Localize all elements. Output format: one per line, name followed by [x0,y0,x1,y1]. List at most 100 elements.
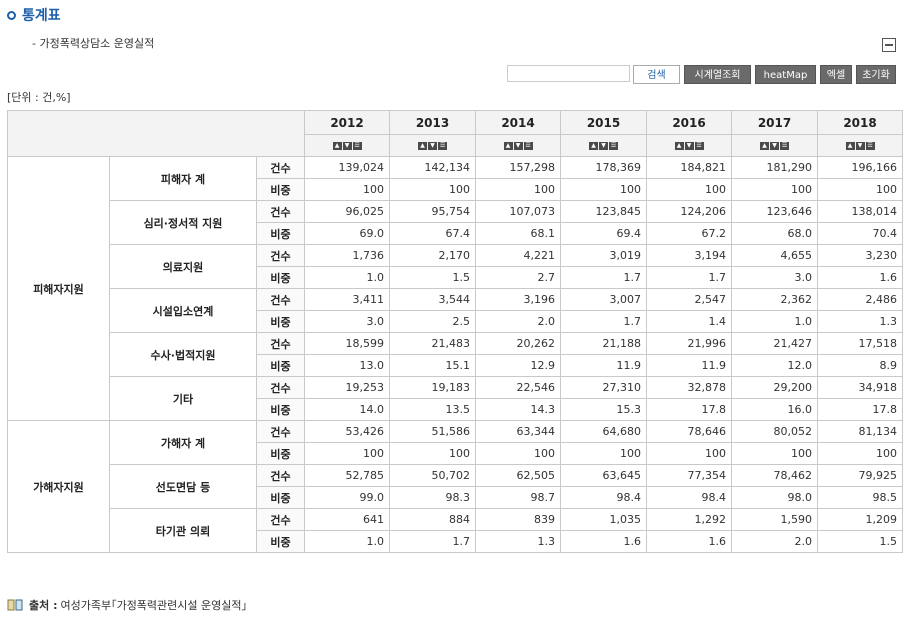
value-cell: 1.5 [817,530,904,553]
excel-button[interactable]: 엑셀 [820,65,852,84]
value-cell: 17,518 [817,332,904,355]
measure-label: 건수 [255,200,306,223]
measure-label: 비중 [255,398,306,421]
value-cell: 16.0 [731,398,819,421]
value-cell: 79,925 [817,464,904,487]
value-cell: 2,170 [389,244,477,267]
value-cell: 884 [389,508,477,531]
collapse-icon[interactable] [882,38,896,52]
measure-label: 비중 [255,178,306,201]
sort-controls: ▲ ▼ ☰ [817,134,904,157]
value-cell: 123,845 [560,200,648,223]
value-cell: 1.0 [304,530,391,553]
sort-controls: ▲ ▼ ☰ [304,134,391,157]
value-cell: 34,918 [817,376,904,399]
sort-desc-icon[interactable]: ▼ [428,141,438,150]
value-cell: 3,411 [304,288,391,311]
year-header: 2017 [731,110,819,135]
search-button[interactable]: 검색 [633,65,680,84]
value-cell: 13.0 [304,354,391,377]
measure-label: 비중 [255,310,306,333]
value-cell: 3,544 [389,288,477,311]
table-row: 시설입소연계 건수 3,411 3,544 3,196 3,007 2,547 2,362 2,… [8,288,904,333]
measure-label: 건수 [255,420,306,443]
year-header: 2016 [646,110,733,135]
sort-menu-icon[interactable]: ☰ [694,141,704,150]
item-label: 선도면담 등 [109,464,257,509]
sort-desc-icon[interactable]: ▼ [684,141,694,150]
table-row: 기타 건수 19,253 19,183 22,546 27,310 32,878 29,200… [8,376,904,421]
value-cell: 51,586 [389,420,477,443]
heatmap-button[interactable]: heatMap [755,65,816,84]
sort-desc-icon[interactable]: ▼ [342,141,352,150]
value-cell: 99.0 [304,486,391,509]
value-cell: 69.0 [304,222,391,245]
value-cell: 178,369 [560,156,648,179]
value-cell: 21,483 [389,332,477,355]
value-cell: 1,292 [646,508,733,531]
table-row: 심리·정서적 지원 건수 96,025 95,754 107,073 123,845 124… [8,200,904,245]
sort-asc-icon[interactable]: ▲ [845,141,855,150]
sort-menu-icon[interactable]: ☰ [523,141,533,150]
table-row: 비중 100 100 100 100 100 100 100 [8,442,904,465]
measure-label: 건수 [255,332,306,355]
sort-desc-icon[interactable]: ▼ [513,141,523,150]
value-cell: 1.3 [817,310,904,333]
value-cell: 1.6 [646,530,733,553]
value-cell: 20,262 [475,332,562,355]
item-label: 시설입소연계 [109,288,257,333]
sort-menu-icon[interactable]: ☰ [780,141,790,150]
value-cell: 2,547 [646,288,733,311]
value-cell: 100 [560,442,648,465]
sort-desc-icon[interactable]: ▼ [770,141,780,150]
table-body: 피해자지원 피해자 계 건수 139,024 142,134 157,298 178,369… [7,156,904,553]
sort-asc-icon[interactable]: ▲ [418,141,428,150]
sort-desc-icon[interactable]: ▼ [855,141,865,150]
value-cell: 100 [389,442,477,465]
sort-asc-icon[interactable]: ▲ [332,141,342,150]
measure-label: 건수 [255,156,306,179]
search-input[interactable] [507,65,630,82]
value-cell: 98.7 [475,486,562,509]
sort-asc-icon[interactable]: ▲ [760,141,770,150]
value-cell: 196,166 [817,156,904,179]
sort-desc-icon[interactable]: ▼ [599,141,609,150]
measure-label: 비중 [255,266,306,289]
sort-menu-icon[interactable]: ☰ [438,141,448,150]
reset-button[interactable]: 초기화 [856,65,896,84]
value-cell: 100 [731,178,819,201]
sort-asc-icon[interactable]: ▲ [503,141,513,150]
value-cell: 2,362 [731,288,819,311]
value-cell: 3,194 [646,244,733,267]
sort-menu-icon[interactable]: ☰ [865,141,875,150]
year-header: 2018 [817,110,904,135]
sort-asc-icon[interactable]: ▲ [589,141,599,150]
value-cell: 64,680 [560,420,648,443]
sort-menu-icon[interactable]: ☰ [609,141,619,150]
sort-menu-icon[interactable]: ☰ [352,141,362,150]
value-cell: 1.0 [304,266,391,289]
value-cell: 29,200 [731,376,819,399]
timeseries-button[interactable]: 시계열조회 [684,65,751,84]
measure-label: 건수 [255,244,306,267]
value-cell: 19,253 [304,376,391,399]
sort-asc-icon[interactable]: ▲ [674,141,684,150]
value-cell: 14.3 [475,398,562,421]
table-row: 비중 99.0 98.3 98.7 98.4 98.4 98.0 98.5 [8,486,904,509]
item-label: 수사·법적지원 [109,332,257,377]
measure-label: 비중 [255,486,306,509]
value-cell: 1.7 [389,530,477,553]
item-label: 심리·정서적 지원 [109,200,257,245]
value-cell: 14.0 [304,398,391,421]
value-cell: 21,188 [560,332,648,355]
value-cell: 100 [646,178,733,201]
header-corner [6,110,306,157]
sort-controls: ▲ ▼ ☰ [475,134,562,157]
book-icon [7,599,23,611]
value-cell: 78,646 [646,420,733,443]
value-cell: 1.7 [560,310,648,333]
value-cell: 4,221 [475,244,562,267]
value-cell: 1.7 [646,266,733,289]
value-cell: 1,736 [304,244,391,267]
table-row: 타기관 의뢰 건수 641 884 839 1,035 1,292 1,590 1,209 [8,508,904,553]
